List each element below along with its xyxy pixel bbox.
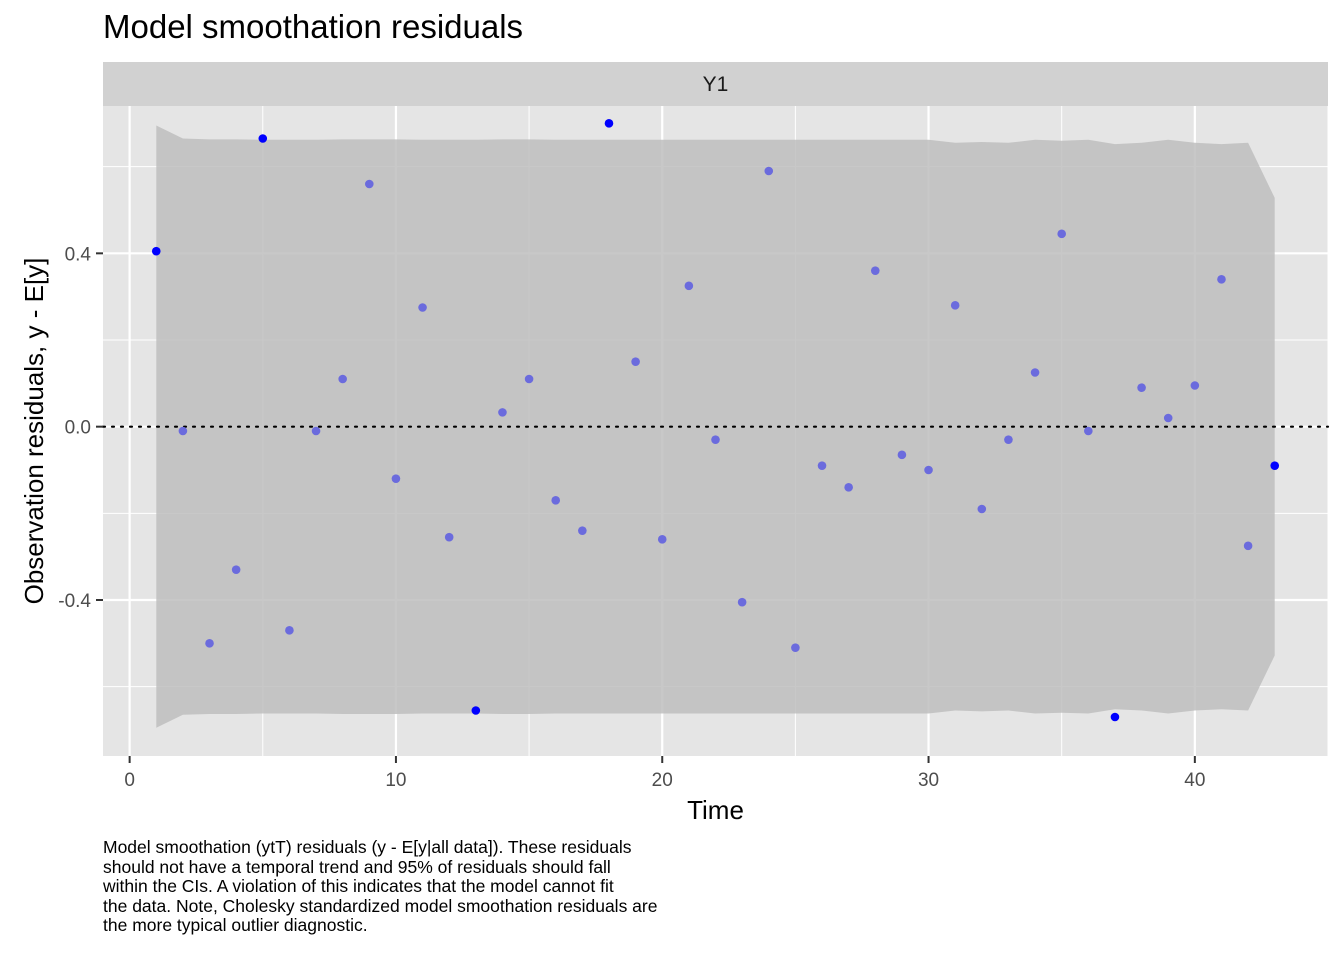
residual-point — [151, 246, 161, 256]
residual-point — [844, 483, 853, 492]
residual-point — [338, 374, 347, 384]
y-tick-label: 0.4 — [65, 244, 92, 265]
residual-point — [498, 408, 507, 417]
residual-point — [764, 166, 774, 176]
residual-point — [817, 461, 827, 470]
residual-point — [1030, 368, 1040, 377]
residual-point — [1004, 435, 1013, 444]
x-tick-label: 40 — [1184, 770, 1205, 791]
x-tick-label: 0 — [124, 770, 135, 791]
y-tick-label: -0.4 — [58, 591, 91, 612]
x-axis-title: Time — [687, 795, 744, 825]
residual-point — [471, 706, 481, 715]
residual-point — [1137, 383, 1146, 392]
residual-point — [870, 266, 880, 275]
x-tick-label: 10 — [385, 770, 406, 791]
residual-point — [258, 134, 268, 143]
residual-point — [444, 532, 454, 542]
residual-point — [1110, 712, 1120, 722]
residual-point — [578, 526, 587, 535]
residual-point — [311, 426, 321, 436]
residual-point — [1190, 381, 1200, 390]
residual-point — [1217, 275, 1226, 284]
residual-point — [711, 435, 720, 444]
residual-point — [791, 643, 800, 652]
x-tick-label: 30 — [918, 770, 939, 791]
residual-point — [205, 639, 214, 648]
residual-point — [924, 465, 933, 475]
axes: 0 10 20 30 40 -0.4 0.0 0.4 — [58, 244, 1205, 791]
residual-point — [977, 504, 987, 514]
residual-point — [1243, 541, 1253, 551]
residual-point — [178, 426, 188, 436]
residual-point — [365, 179, 374, 189]
residual-point — [631, 357, 640, 366]
caption-line: should not have a temporal trend and 95%… — [103, 856, 611, 877]
residual-point — [1084, 426, 1093, 436]
x-tick-label: 20 — [652, 770, 673, 791]
facet-label: Y1 — [703, 73, 729, 96]
residual-point — [285, 626, 294, 635]
caption-line: the more typical outlier diagnostic. — [103, 915, 368, 935]
residual-point — [231, 565, 241, 574]
residual-point — [950, 301, 960, 310]
figure-caption: Model smoothation (ytT) residuals (y - E… — [103, 837, 783, 936]
caption-line: the data. Note, Cholesky standardized mo… — [103, 895, 658, 916]
residual-point — [657, 535, 667, 544]
residual-point — [737, 597, 747, 607]
residual-point — [897, 450, 907, 460]
residual-point — [604, 119, 614, 128]
facet-strip — [103, 62, 1328, 106]
chart-title: Model smoothation residuals — [103, 8, 524, 45]
residual-point — [418, 303, 427, 312]
residual-points — [151, 119, 1280, 722]
y-axis-title: Observation residuals, y - E[y] — [19, 258, 49, 605]
residual-point — [551, 496, 561, 505]
residual-point — [1270, 461, 1280, 470]
y-tick-label: 0.0 — [65, 418, 91, 439]
residual-point — [1163, 413, 1173, 423]
residual-point — [524, 374, 534, 384]
residual-point — [391, 474, 401, 483]
caption-line: Model smoothation (ytT) residuals (y - E… — [103, 837, 632, 857]
residual-point — [684, 281, 694, 291]
residual-point — [1057, 229, 1066, 239]
caption-line: within the CIs. A violation of this indi… — [103, 876, 614, 896]
